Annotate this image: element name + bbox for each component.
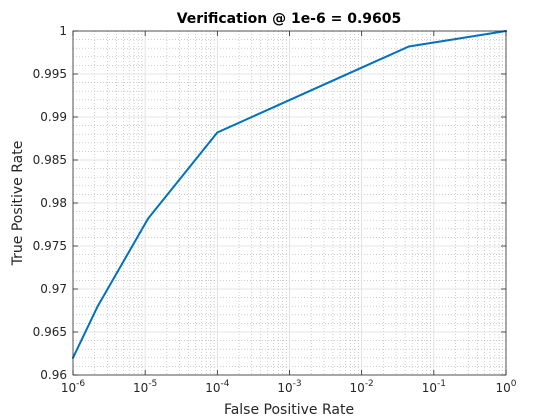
- x-tick-label: 10-2: [350, 379, 374, 395]
- x-tick-label: 100: [495, 379, 516, 395]
- y-axis-label: True Positive Rate: [10, 141, 26, 267]
- y-tick-label: 0.97: [40, 282, 67, 296]
- roc-curve-line: [72, 30, 507, 359]
- series-layer: [72, 30, 507, 359]
- chart-title: Verification @ 1e-6 = 0.9605: [177, 11, 402, 27]
- x-axis-label: False Positive Rate: [224, 402, 354, 418]
- x-tick-label: 10-5: [133, 379, 157, 395]
- y-tick-label: 1: [59, 24, 67, 38]
- x-tick-label: 10-3: [277, 379, 301, 395]
- x-tick-label: 10-1: [422, 379, 446, 395]
- tick-marks: [72, 30, 507, 376]
- roc-curve-point: [147, 217, 150, 220]
- y-tick-label: 0.965: [33, 325, 67, 339]
- y-tick-label: 0.98: [40, 196, 67, 210]
- major-grid: [73, 31, 506, 375]
- x-tick-label: 10-4: [205, 379, 230, 395]
- y-tick-label: 0.975: [33, 239, 67, 253]
- roc-curve-point: [407, 45, 410, 48]
- roc-curve-point: [216, 131, 219, 134]
- y-tick-label: 0.99: [40, 110, 67, 124]
- y-tick-labels: 0.96 0.965 0.97 0.975 0.98 0.985 0.99 0.995 1: [33, 24, 67, 382]
- y-tick-label: 0.96: [40, 368, 67, 382]
- roc-curve-point: [96, 305, 99, 308]
- x-tick-labels: 10-6 10-5 10-4 10-3 10-2 10-1 100: [61, 379, 517, 395]
- y-tick-label: 0.995: [33, 67, 67, 81]
- y-tick-label: 0.985: [33, 153, 67, 167]
- x-tick-label: 10-6: [61, 379, 86, 395]
